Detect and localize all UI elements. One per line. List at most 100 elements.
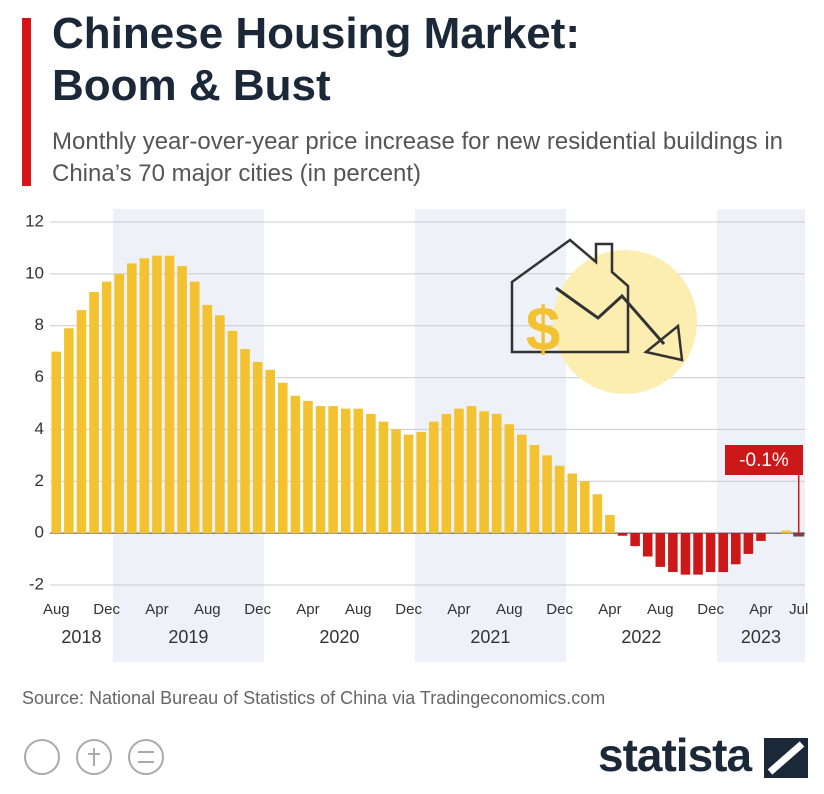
bar (630, 533, 640, 547)
year-label: 2022 (621, 627, 661, 647)
plot-area: 2018 2019 2020 2021 2022 2023 -2 0 2 4 6 8 10 12 Aug De… (25, 209, 808, 662)
bar (466, 406, 477, 534)
bar (454, 408, 464, 534)
bar (756, 533, 766, 541)
x-tick-label: Dec (395, 601, 422, 618)
bar (76, 310, 87, 534)
x-tick-label: Aug (43, 601, 70, 618)
bar (101, 281, 112, 534)
bar (303, 400, 313, 534)
y-tick-label: 10 (25, 263, 44, 282)
x-tick-label: Apr (296, 601, 319, 618)
x-tick-label: Apr (447, 601, 470, 618)
x-tick-label: Dec (546, 601, 573, 618)
x-tick-label: Dec (697, 601, 724, 618)
brand-logo: statista (598, 729, 752, 781)
bar (215, 315, 225, 534)
year-label: 2019 (168, 627, 208, 647)
x-tick-label: Aug (647, 601, 674, 618)
bar (605, 515, 615, 534)
y-tick-label: 12 (25, 211, 44, 230)
logo-mark (764, 738, 808, 778)
bar (403, 434, 414, 534)
year-label: 2021 (470, 627, 510, 647)
bar (139, 258, 150, 534)
year-band (716, 209, 805, 662)
bar (152, 255, 162, 534)
bar (328, 406, 338, 534)
bar (202, 304, 213, 534)
x-tick-label: Aug (345, 601, 372, 618)
bar (89, 291, 99, 534)
bar (227, 330, 238, 534)
bar (378, 421, 389, 534)
bar (529, 444, 540, 534)
bar (114, 273, 124, 534)
year-band (112, 209, 264, 662)
year-label: 2020 (319, 627, 359, 647)
bar (668, 533, 678, 573)
x-tick-label: Apr (749, 601, 772, 618)
bar (391, 429, 401, 534)
x-tick-label: Apr (145, 601, 168, 618)
x-tick-label: Aug (496, 601, 523, 618)
bar (252, 362, 263, 534)
year-label: 2023 (741, 627, 781, 647)
bar (177, 266, 187, 534)
bar (718, 533, 728, 573)
year-label: 2018 (61, 627, 101, 647)
bar (290, 395, 301, 534)
bar (353, 408, 364, 534)
illustration: $ (510, 238, 697, 394)
x-tick-label: Aug (194, 601, 221, 618)
bar (731, 533, 741, 565)
y-tick-label: 6 (35, 367, 44, 386)
bar (655, 533, 666, 567)
bar (781, 530, 791, 534)
y-tick-label: 8 (35, 315, 44, 334)
value-label: -0.1% (739, 450, 789, 471)
y-tick-label: 0 (35, 523, 44, 542)
bar (340, 408, 351, 534)
y-tick-label: 4 (35, 419, 44, 438)
license-icons (24, 739, 164, 775)
x-tick-label: Jul (789, 601, 808, 618)
bar (278, 382, 288, 534)
bar (567, 473, 577, 534)
accent-bar (22, 18, 31, 186)
bar (491, 413, 502, 534)
bar (592, 494, 603, 534)
bar (189, 281, 200, 534)
bar (504, 424, 515, 534)
bar (743, 533, 754, 554)
bar (554, 465, 565, 534)
bar (617, 533, 628, 536)
bar (429, 421, 439, 534)
bar (164, 255, 175, 534)
bar (441, 413, 452, 534)
bar (693, 533, 703, 575)
bar (542, 455, 552, 534)
annotation-box (725, 445, 803, 475)
x-tick-label: Dec (244, 601, 271, 618)
bar (64, 328, 74, 534)
source-note: Source: National Bureau of Statistics of… (22, 688, 606, 708)
bar (51, 351, 62, 534)
bar (479, 411, 489, 534)
bar (517, 434, 527, 534)
bar (705, 533, 716, 573)
bar (315, 406, 326, 534)
chart-subtitle: Monthly year-over-year price increase fo… (52, 128, 784, 187)
svg-text:$: $ (526, 295, 560, 364)
bar (642, 533, 653, 557)
y-tick-label: -2 (29, 575, 44, 594)
bar (240, 349, 250, 534)
bar (580, 481, 590, 534)
x-tick-label: Apr (598, 601, 621, 618)
bar (416, 432, 426, 534)
x-tick-label: Dec (93, 601, 120, 618)
bar (366, 413, 376, 534)
bar (680, 533, 691, 575)
